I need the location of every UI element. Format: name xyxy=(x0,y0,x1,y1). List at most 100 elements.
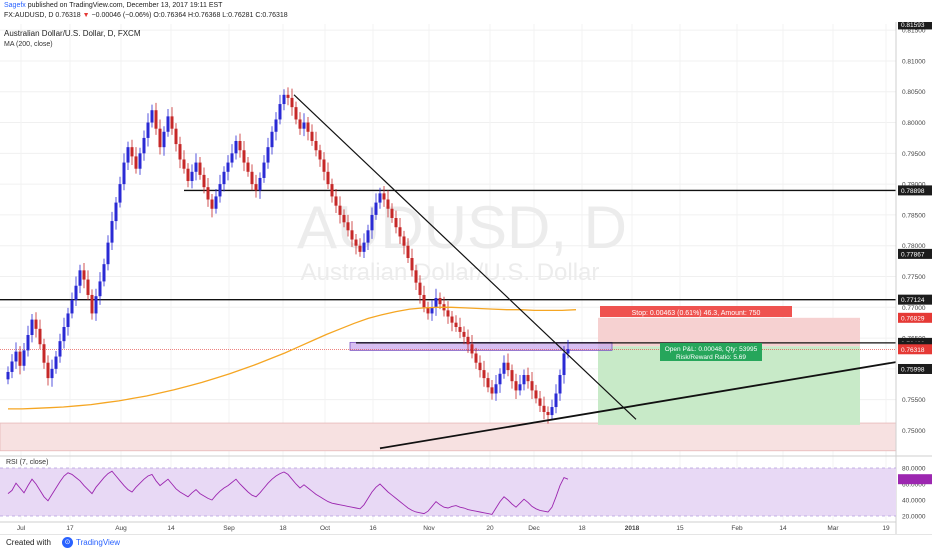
candle-body xyxy=(562,353,566,376)
candle-body xyxy=(494,384,498,394)
price-tick-label: 0.80000 xyxy=(902,120,926,127)
candle-body xyxy=(554,393,558,408)
candle-body xyxy=(242,150,246,163)
candle-body xyxy=(514,381,518,391)
price-label-bg xyxy=(898,22,932,30)
candle-body xyxy=(198,162,202,175)
time-tick-label: Nov xyxy=(423,525,435,532)
candle-body xyxy=(270,131,274,148)
ma-layer xyxy=(8,306,577,410)
time-tick-label: Feb xyxy=(731,525,743,532)
chart-canvas[interactable]: Australian Dollar/U.S. Dollar, D, FXCM M… xyxy=(0,22,932,534)
candle-body xyxy=(410,258,414,271)
candle-body xyxy=(142,137,146,154)
candle-body xyxy=(78,270,82,286)
candle-body xyxy=(330,184,334,197)
candle-body xyxy=(558,375,562,394)
candles-layer xyxy=(6,87,570,424)
tradingview-link[interactable]: TradingView xyxy=(76,538,121,547)
time-tick-label: 15 xyxy=(676,525,684,532)
time-axis: Jul 17 Aug 14 Sep 18 Oct 16 Nov 20 Dec 18 2018 15 Feb 1… xyxy=(0,521,896,532)
candle-body xyxy=(462,331,466,337)
candle-body xyxy=(546,411,550,416)
price-label-bg xyxy=(898,248,932,259)
candle-body xyxy=(130,147,134,157)
price-tick-label: 0.79000 xyxy=(902,182,926,189)
candle-body xyxy=(510,370,514,382)
candle-body xyxy=(454,322,458,327)
candle-body xyxy=(306,122,310,132)
candle-body xyxy=(474,353,478,363)
candle-body xyxy=(258,177,262,191)
price-tick-label: 0.80500 xyxy=(902,89,926,96)
stop-label-bg xyxy=(600,306,792,317)
candle-body xyxy=(50,368,54,379)
candle-body xyxy=(498,373,502,385)
candle-body xyxy=(18,351,22,366)
candle-body xyxy=(418,282,422,295)
candle-body xyxy=(326,171,330,185)
candle-body xyxy=(66,313,70,327)
candle-body xyxy=(186,168,190,182)
candle-body xyxy=(322,159,326,172)
time-tick-label: 18 xyxy=(279,525,287,532)
candle-body xyxy=(38,328,42,345)
time-tick-label: Dec xyxy=(528,525,540,532)
candle-body xyxy=(62,326,66,342)
candle-body xyxy=(138,153,142,169)
candle-body xyxy=(378,193,382,203)
price-label: 0.75998 xyxy=(901,366,925,373)
candle-body xyxy=(238,141,242,151)
candle-body xyxy=(314,141,318,151)
candle-body xyxy=(450,316,454,323)
pnl-label-bg xyxy=(660,343,762,361)
price-label: 0.77124 xyxy=(901,297,925,304)
candle-body xyxy=(210,199,214,209)
candle-body xyxy=(102,264,106,282)
candle-body xyxy=(458,326,462,332)
candle-body xyxy=(534,390,538,399)
price-tick-label: 0.75500 xyxy=(902,397,926,404)
candle-body xyxy=(154,110,158,129)
candle-body xyxy=(106,242,110,265)
candle-body xyxy=(390,208,394,218)
time-tick-label: 14 xyxy=(779,525,787,532)
candle-body xyxy=(538,398,542,406)
ma-legend-label: MA (200, close) xyxy=(4,41,53,48)
time-tick-label: 20 xyxy=(486,525,494,532)
candle-body xyxy=(530,381,534,391)
price-tick-label: 0.79500 xyxy=(902,151,926,158)
candle-body xyxy=(506,362,510,371)
watermark-symbol: AUDUSD, D xyxy=(297,194,627,261)
stop-label-group: Stop: 0.00463 (0.61%) 46.3, Amount: 750 xyxy=(600,306,792,317)
candle-body xyxy=(374,202,378,215)
levels-layer xyxy=(0,189,896,350)
header-bar: Sagefx published on TradingView.com, Dec… xyxy=(0,0,932,24)
stop-label-text: Stop: 0.00463 (0.61%) 46.3, Amount: 750 xyxy=(632,310,761,317)
rsi-tick-label: 40.0000 xyxy=(902,498,926,505)
candle-body xyxy=(310,131,314,142)
candle-body xyxy=(286,94,290,98)
candle-body xyxy=(250,171,254,185)
time-tick-label: 2018 xyxy=(625,525,640,532)
candle-body xyxy=(298,119,302,129)
rsi-tick-label: 60.0000 xyxy=(902,482,926,489)
candle-body xyxy=(430,307,434,314)
author-link[interactable]: Sagefx xyxy=(4,2,26,9)
candle-body xyxy=(194,162,198,172)
candle-body xyxy=(346,222,350,231)
candle-body xyxy=(426,307,430,314)
candle-body xyxy=(398,227,402,237)
candle-body xyxy=(274,119,278,132)
pnl-label-group: Open P&L: 0.00048, Qty: 53995 Risk/Rewar… xyxy=(660,343,762,361)
price-label: 0.76829 xyxy=(901,315,925,322)
last-price: 0.76318 xyxy=(55,12,81,19)
candle-body xyxy=(94,296,98,314)
uptrend-line xyxy=(379,361,897,450)
time-tick-label: Jul xyxy=(17,525,26,532)
candle-body xyxy=(74,285,78,300)
price-label: 0.81593 xyxy=(901,22,925,29)
published-text: published on TradingView.com, December 1… xyxy=(27,2,223,9)
candle-body xyxy=(350,230,354,240)
candle-body xyxy=(446,310,450,317)
